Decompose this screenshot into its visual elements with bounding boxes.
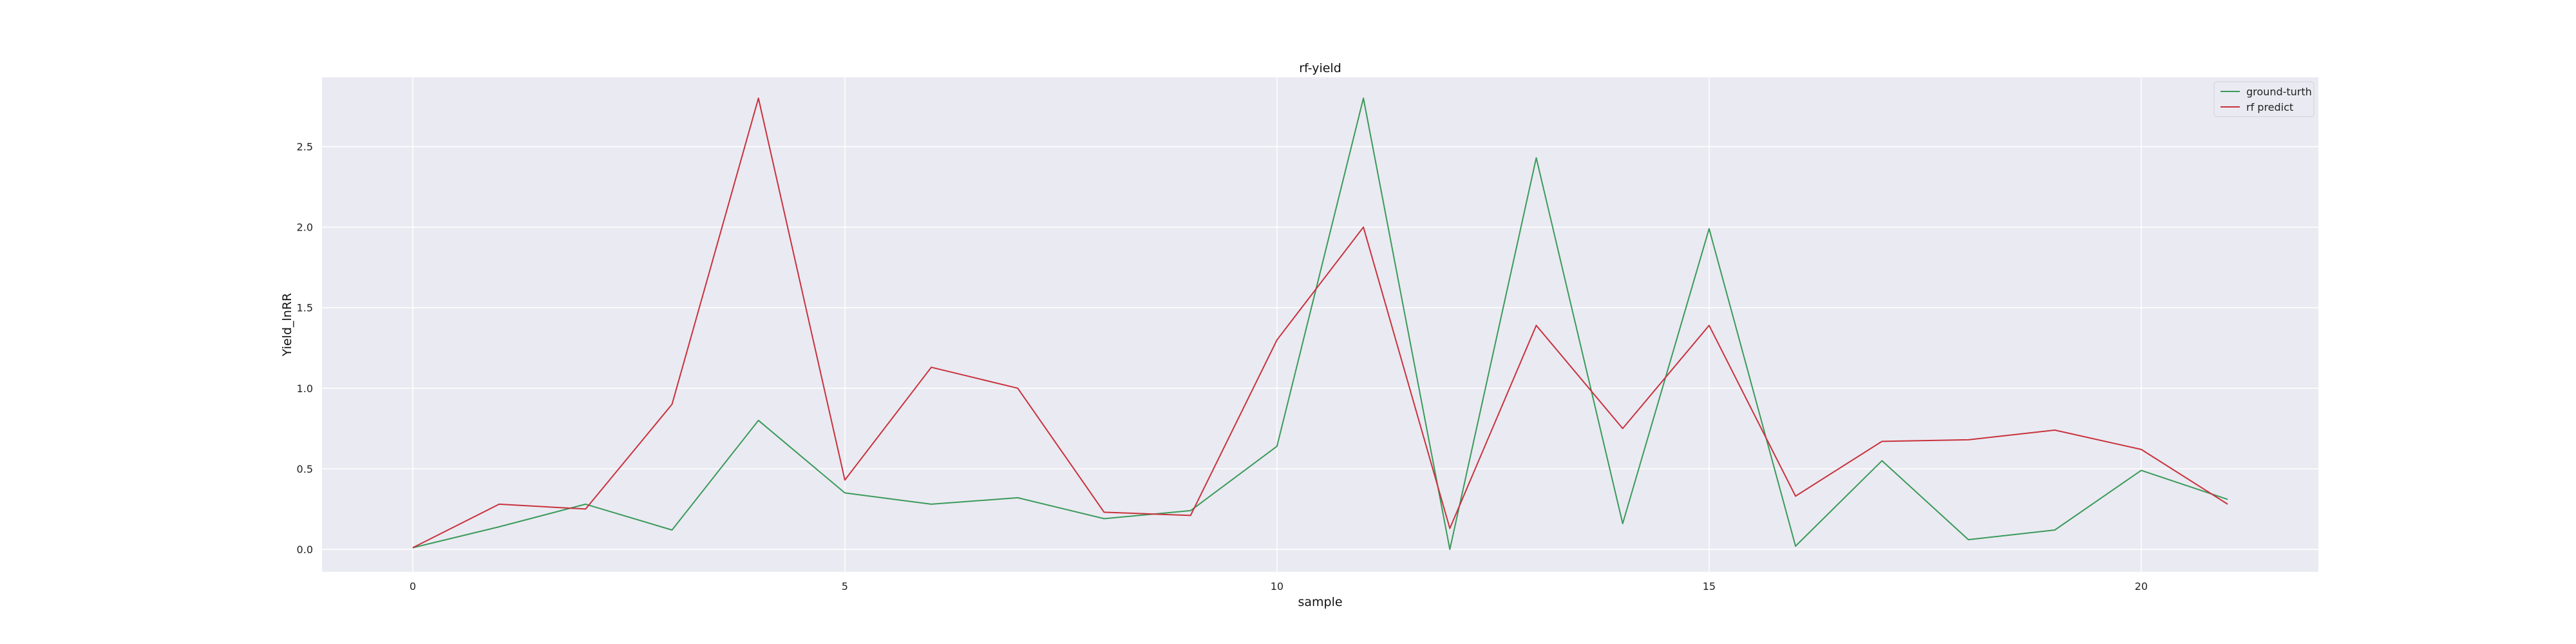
y-tick-label: 2.0 — [297, 222, 313, 234]
x-tick-label: 15 — [1703, 580, 1716, 592]
x-tick-label: 10 — [1271, 580, 1283, 592]
legend-label-ground-turth: ground-turth — [2246, 86, 2312, 98]
series-line-ground-turth — [412, 97, 2228, 550]
series-line-rf-predict — [412, 97, 2228, 549]
series-lines — [412, 97, 2228, 550]
y-tick-label: 0.0 — [297, 544, 313, 556]
y-axis-title: Yield_lnRR — [280, 293, 294, 357]
legend-box — [2213, 81, 2315, 117]
chart-title: rf-yield — [1299, 61, 1341, 75]
y-tick-label: 1.5 — [297, 302, 313, 314]
y-tick-label: 2.5 — [297, 141, 313, 153]
x-tick-label: 20 — [2135, 580, 2148, 592]
y-tick-label: 0.5 — [297, 463, 313, 475]
x-tick-labels: 0 5 10 15 20 — [410, 580, 2148, 592]
grid-lines — [322, 77, 2318, 572]
x-tick-label: 5 — [842, 580, 848, 592]
y-tick-labels: 0.0 0.5 1.0 1.5 2.0 2.5 — [297, 141, 313, 556]
y-tick-label: 1.0 — [297, 383, 313, 395]
x-tick-label: 0 — [410, 580, 416, 592]
legend: ground-turth rf predict — [2213, 81, 2315, 117]
legend-label-rf-predict: rf predict — [2246, 101, 2293, 113]
x-axis-title: sample — [1298, 595, 1342, 609]
plot-background — [322, 77, 2318, 572]
